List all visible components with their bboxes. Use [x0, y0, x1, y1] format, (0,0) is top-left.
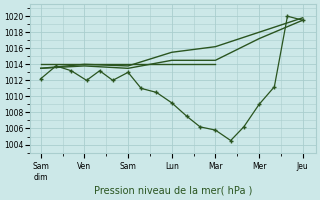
- X-axis label: Pression niveau de la mer( hPa ): Pression niveau de la mer( hPa ): [94, 186, 252, 196]
